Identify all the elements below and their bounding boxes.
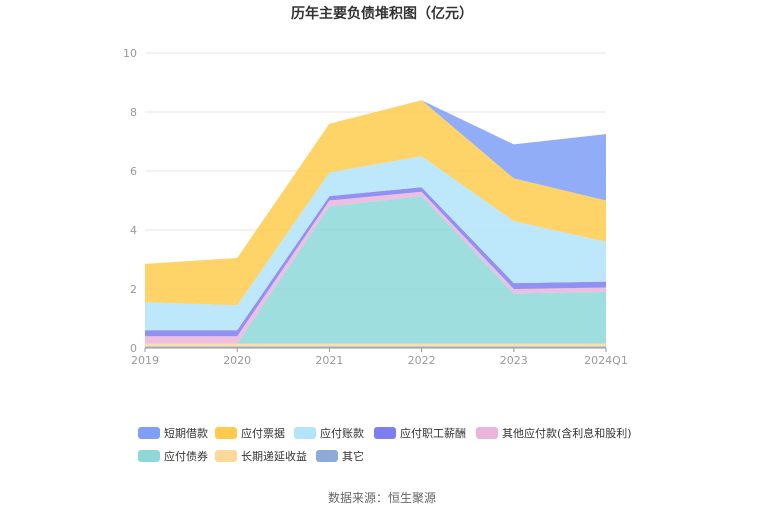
- axes: 0 2 4 6 8 10 2019 2020 2021 2022 2023 2024Q1: [123, 47, 628, 367]
- area-series-1: [145, 343, 606, 347]
- legend-swatch[interactable]: [374, 427, 396, 439]
- area-series-6: [145, 100, 606, 306]
- legend-swatch[interactable]: [316, 450, 338, 462]
- x-tick-label: 2020: [223, 354, 251, 367]
- legend-swatch[interactable]: [138, 427, 160, 439]
- area-series-5: [145, 156, 606, 331]
- area-series-4: [145, 187, 606, 337]
- legend-label[interactable]: 其他应付款(含利息和股利): [502, 426, 632, 440]
- legend-swatch[interactable]: [215, 427, 237, 439]
- y-tick-label: 6: [130, 165, 137, 178]
- y-tick-label: 10: [123, 47, 137, 60]
- legend-label[interactable]: 应付账款: [320, 426, 364, 440]
- legend-swatch[interactable]: [294, 427, 316, 439]
- x-tick-label: 2021: [315, 354, 343, 367]
- legend: 短期借款 应付票据 应付账款 应付职工薪酬 其他应付款(含利息和股利) 应付债券 长期递延收…: [138, 426, 632, 463]
- legend-swatch[interactable]: [476, 427, 498, 439]
- x-tick-label: 2019: [131, 354, 159, 367]
- y-tick-label: 2: [130, 283, 137, 296]
- x-tick-label: 2023: [500, 354, 528, 367]
- y-tick-label: 4: [130, 224, 137, 237]
- legend-label[interactable]: 短期借款: [164, 426, 208, 440]
- legend-swatch[interactable]: [215, 450, 237, 462]
- y-tick-label: 0: [130, 342, 137, 355]
- legend-label[interactable]: 应付票据: [241, 426, 285, 440]
- legend-label[interactable]: 其它: [342, 449, 364, 463]
- data-source-note: 数据来源：恒生聚源: [328, 490, 436, 505]
- legend-label[interactable]: 应付债券: [164, 449, 208, 463]
- x-tick-label: 2022: [408, 354, 436, 367]
- area-series-7: [145, 100, 606, 264]
- legend-swatch[interactable]: [138, 450, 160, 462]
- chart-title: 历年主要负债堆积图（亿元）: [291, 5, 473, 22]
- x-tick-label: 2024Q1: [584, 354, 628, 367]
- area-series-3: [145, 191, 606, 344]
- y-tick-label: 8: [130, 106, 137, 119]
- legend-label[interactable]: 长期递延收益: [241, 449, 307, 463]
- area-series: [145, 100, 606, 348]
- area-series-2: [145, 196, 606, 344]
- legend-label[interactable]: 应付职工薪酬: [400, 426, 466, 440]
